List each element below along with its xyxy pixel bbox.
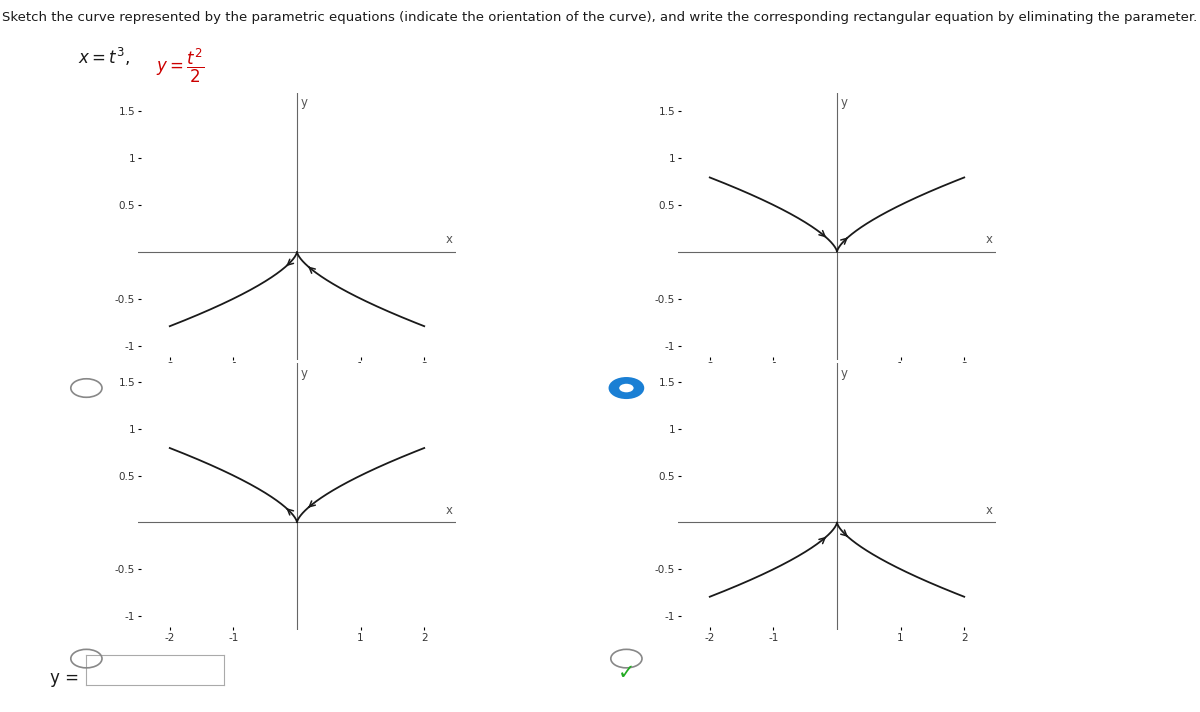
Text: x: x xyxy=(446,504,452,517)
Text: y: y xyxy=(301,367,308,380)
Text: x: x xyxy=(986,234,992,246)
Text: Sketch the curve represented by the parametric equations (indicate the orientati: Sketch the curve represented by the para… xyxy=(2,11,1198,23)
Text: y: y xyxy=(841,96,848,110)
Text: y =: y = xyxy=(50,669,79,687)
Text: y: y xyxy=(301,96,308,110)
Text: $y = \dfrac{t^2}{2}$: $y = \dfrac{t^2}{2}$ xyxy=(156,46,204,85)
Text: y: y xyxy=(841,367,848,380)
Text: $x = t^3,$: $x = t^3,$ xyxy=(78,46,130,68)
Text: ✓: ✓ xyxy=(618,663,635,683)
Text: x: x xyxy=(986,504,992,517)
Text: x: x xyxy=(446,234,452,246)
